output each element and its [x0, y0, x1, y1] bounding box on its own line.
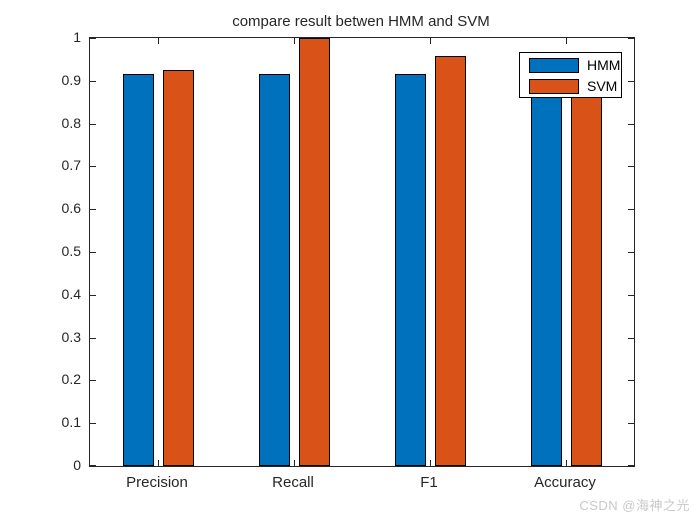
y-tick-right	[628, 252, 634, 253]
y-tick-left	[90, 338, 96, 339]
y-tick-left	[90, 252, 96, 253]
legend-swatch-hmm	[529, 58, 579, 73]
legend-swatch-svm	[529, 79, 579, 94]
y-axis-tick-label: 0.4	[61, 286, 81, 302]
x-tick-bottom	[294, 460, 295, 466]
y-axis-tick-label: 1	[73, 29, 81, 45]
y-tick-right	[628, 380, 634, 381]
chart-title: compare result betwen HMM and SVM	[232, 13, 490, 30]
x-axis-category-label: Accuracy	[534, 474, 596, 491]
y-tick-left	[90, 423, 96, 424]
y-tick-right	[628, 338, 634, 339]
y-axis-tick-label: 0.2	[61, 371, 81, 387]
bar-svm-accuracy	[571, 68, 602, 466]
bar-hmm-accuracy	[531, 72, 562, 466]
x-tick-top	[294, 38, 295, 44]
x-tick-bottom	[158, 460, 159, 466]
bar-svm-precision	[163, 70, 194, 466]
y-tick-left	[90, 124, 96, 125]
y-axis-tick-label: 0	[73, 457, 81, 473]
y-tick-left	[90, 465, 96, 466]
x-tick-bottom	[430, 460, 431, 466]
y-tick-right	[628, 209, 634, 210]
bar-hmm-recall	[259, 74, 290, 466]
y-tick-left	[90, 380, 96, 381]
watermark: CSDN @海神之光	[579, 498, 690, 513]
y-axis-tick-label: 0.9	[61, 72, 81, 88]
x-axis-category-label: Precision	[126, 474, 188, 491]
x-axis-category-label: F1	[420, 474, 438, 491]
y-tick-right	[628, 465, 634, 466]
legend: HMM SVM	[519, 52, 622, 98]
x-tick-top	[430, 38, 431, 44]
bar-hmm-f1	[395, 74, 426, 466]
legend-entry-svm: SVM	[529, 78, 618, 94]
legend-label-svm: SVM	[587, 78, 618, 94]
y-tick-right	[628, 295, 634, 296]
plot-area: HMM SVM	[89, 37, 635, 467]
y-tick-right	[628, 423, 634, 424]
y-tick-right	[628, 124, 634, 125]
y-tick-left	[90, 166, 96, 167]
x-tick-top	[566, 38, 567, 44]
y-tick-left	[90, 209, 96, 210]
legend-label-hmm: HMM	[587, 57, 621, 73]
bar-hmm-precision	[123, 74, 154, 466]
y-tick-right	[628, 81, 634, 82]
y-axis-tick-label: 0.6	[61, 200, 81, 216]
y-axis-tick-label: 0.1	[61, 414, 81, 430]
x-tick-top	[158, 38, 159, 44]
y-axis-tick-label: 0.8	[61, 115, 81, 131]
y-axis-tick-label: 0.7	[61, 157, 81, 173]
x-axis-category-label: Recall	[272, 474, 314, 491]
y-axis-tick-label: 0.5	[61, 243, 81, 259]
y-tick-left	[90, 81, 96, 82]
y-tick-right	[628, 166, 634, 167]
y-tick-right	[628, 38, 634, 39]
legend-entry-hmm: HMM	[529, 58, 620, 73]
y-tick-left	[90, 38, 96, 39]
y-tick-left	[90, 295, 96, 296]
x-tick-bottom	[566, 460, 567, 466]
bar-svm-recall	[299, 38, 330, 466]
y-axis-tick-label: 0.3	[61, 329, 81, 345]
bar-svm-f1	[435, 56, 466, 466]
